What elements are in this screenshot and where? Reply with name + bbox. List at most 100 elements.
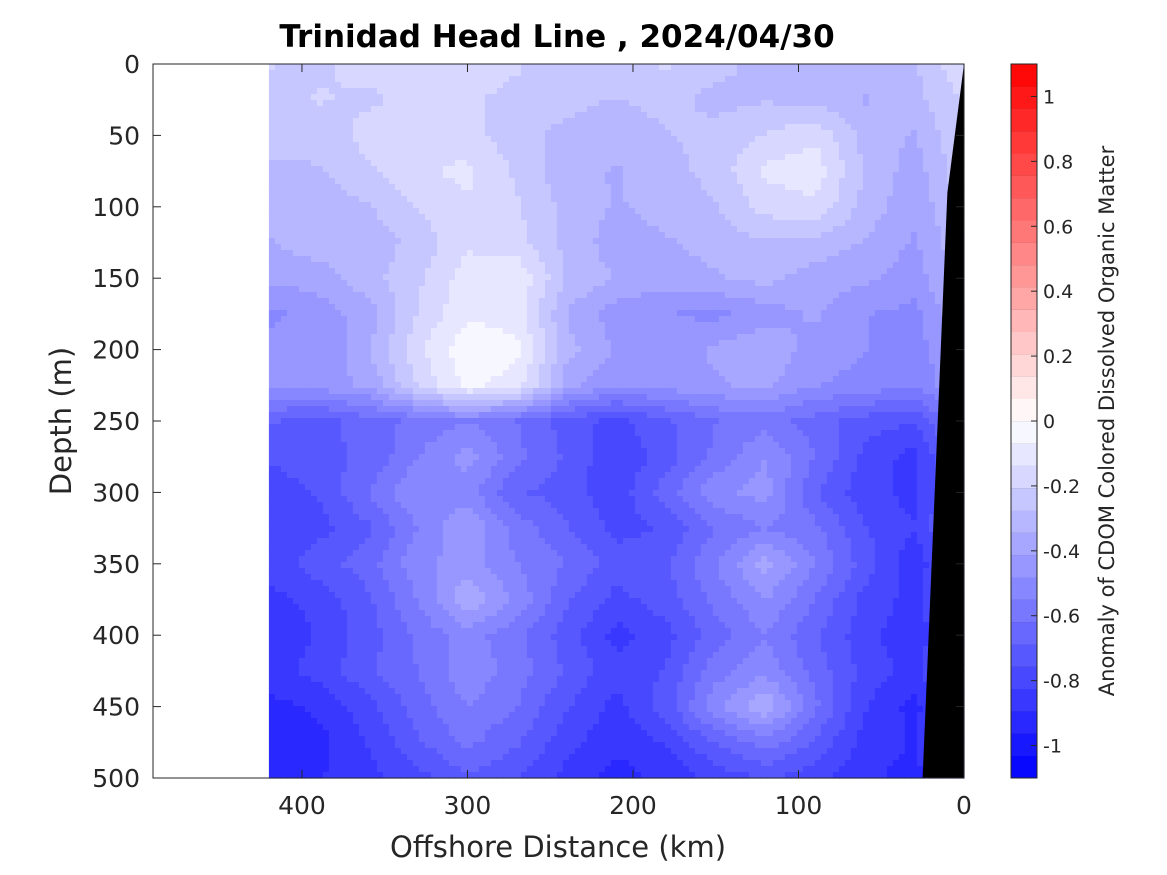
field-cell xyxy=(304,154,312,161)
field-cell xyxy=(796,262,804,269)
field-cell xyxy=(922,214,930,221)
field-cell xyxy=(562,82,570,89)
field-cell xyxy=(382,304,390,311)
field-cell xyxy=(556,316,564,323)
field-cell xyxy=(820,292,828,299)
field-cell xyxy=(376,262,384,269)
field-cell xyxy=(634,220,642,227)
field-cell xyxy=(544,190,552,197)
field-cell xyxy=(754,232,762,239)
field-cell xyxy=(448,148,456,155)
field-cell xyxy=(670,214,678,221)
field-cell xyxy=(556,238,564,245)
field-cell xyxy=(856,106,864,113)
field-cell xyxy=(274,106,282,113)
field-cell xyxy=(904,280,912,287)
field-cell xyxy=(394,310,402,317)
field-cell xyxy=(700,220,708,227)
field-cell xyxy=(928,250,936,257)
field-cell xyxy=(796,190,804,197)
field-cell xyxy=(346,298,354,305)
field-cell xyxy=(514,166,522,173)
field-cell xyxy=(790,118,798,125)
field-cell xyxy=(604,64,612,71)
field-cell xyxy=(370,124,378,131)
field-cell xyxy=(844,88,852,95)
field-cell xyxy=(472,268,480,275)
field-cell xyxy=(676,166,684,173)
field-cell xyxy=(820,304,828,311)
field-cell xyxy=(886,124,894,131)
field-cell xyxy=(766,208,774,215)
field-cell xyxy=(646,250,654,257)
field-cell xyxy=(292,304,300,311)
field-cell xyxy=(358,106,366,113)
field-cell xyxy=(268,274,276,281)
field-cell xyxy=(646,160,654,167)
field-cell xyxy=(736,142,744,149)
field-cell xyxy=(700,124,708,131)
field-cell xyxy=(478,184,486,191)
field-cell xyxy=(580,316,588,323)
field-cell xyxy=(916,184,924,191)
field-cell xyxy=(724,154,732,161)
field-cell xyxy=(556,226,564,233)
field-cell xyxy=(682,154,690,161)
field-cell xyxy=(304,184,312,191)
field-cell xyxy=(460,256,468,263)
field-cell xyxy=(874,298,882,305)
field-cell xyxy=(352,130,360,137)
field-cell xyxy=(490,298,498,305)
field-cell xyxy=(586,178,594,185)
field-cell xyxy=(562,148,570,155)
field-cell xyxy=(358,310,366,317)
field-cell xyxy=(400,118,408,125)
field-cell xyxy=(304,250,312,257)
field-cell xyxy=(706,160,714,167)
field-cell xyxy=(550,76,558,83)
field-cell xyxy=(664,64,672,71)
field-cell xyxy=(454,268,462,275)
field-cell xyxy=(400,280,408,287)
field-cell xyxy=(856,262,864,269)
field-cell xyxy=(562,184,570,191)
field-cell xyxy=(694,274,702,281)
field-cell xyxy=(682,226,690,233)
field-cell xyxy=(484,154,492,161)
field-cell xyxy=(538,88,546,95)
field-cell xyxy=(916,238,924,245)
field-cell xyxy=(952,64,960,71)
field-cell xyxy=(478,190,486,197)
field-cell xyxy=(766,76,774,83)
field-cell xyxy=(382,262,390,269)
field-cell xyxy=(460,262,468,269)
field-cell xyxy=(748,238,756,245)
field-cell xyxy=(454,292,462,299)
field-cell xyxy=(472,232,480,239)
field-cell xyxy=(400,202,408,209)
field-cell xyxy=(844,202,852,209)
field-cell xyxy=(610,280,618,287)
field-cell xyxy=(922,286,930,293)
field-cell xyxy=(436,232,444,239)
field-cell xyxy=(622,76,630,83)
field-cell xyxy=(850,142,858,149)
field-cell xyxy=(760,304,768,311)
field-cell xyxy=(442,250,450,257)
field-cell xyxy=(616,208,624,215)
field-cell xyxy=(784,70,792,77)
field-cell xyxy=(604,238,612,245)
field-cell xyxy=(580,286,588,293)
field-cell xyxy=(658,262,666,269)
field-cell xyxy=(694,280,702,287)
field-cell xyxy=(916,172,924,179)
field-cell xyxy=(940,94,948,101)
field-cell xyxy=(838,70,846,77)
field-cell xyxy=(322,256,330,263)
field-cell xyxy=(934,262,942,269)
field-cell xyxy=(892,106,900,113)
field-cell xyxy=(274,184,282,191)
field-cell xyxy=(310,136,318,143)
field-cell xyxy=(802,238,810,245)
field-cell xyxy=(580,172,588,179)
